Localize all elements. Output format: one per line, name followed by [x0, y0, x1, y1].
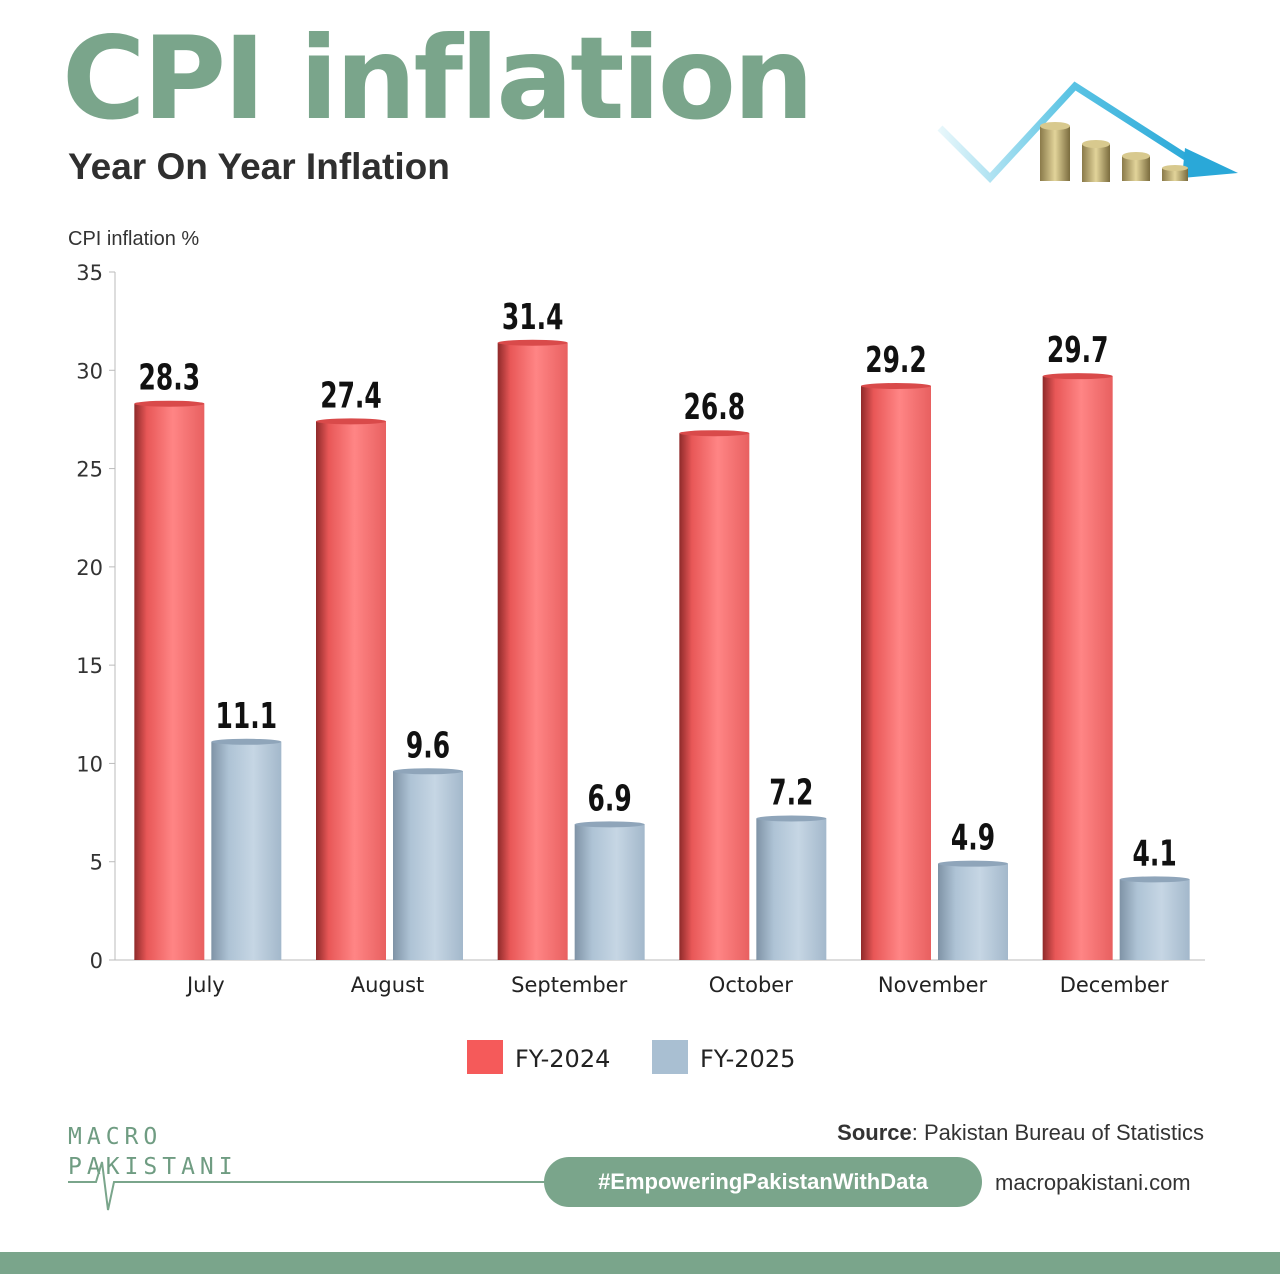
- macro-pakistani-logo: MACRO PAKISTANI: [68, 1122, 238, 1182]
- bar-top-cap: [938, 860, 1008, 867]
- legend-swatch-fy2024: [467, 1040, 503, 1074]
- bar-top-cap: [316, 418, 386, 425]
- y-tick-label: 15: [76, 654, 103, 678]
- bar-fy2024: [861, 386, 931, 960]
- x-tick-label: September: [511, 973, 627, 997]
- y-tick-label: 35: [76, 261, 103, 285]
- logo-line-1: MACRO: [68, 1124, 163, 1150]
- source-note: Source: Pakistan Bureau of Statistics: [837, 1120, 1204, 1146]
- x-tick-label: October: [709, 973, 793, 997]
- data-label: 7.2: [769, 772, 813, 814]
- bar-fy2024: [497, 342, 568, 960]
- y-tick-label: 25: [76, 458, 103, 482]
- y-tick-label: 0: [90, 949, 103, 973]
- coins-downtrend-icon: [937, 81, 1238, 184]
- page-subtitle: Year On Year Inflation: [68, 146, 450, 187]
- source-label: Source: [837, 1120, 912, 1145]
- bar-fy2024: [134, 403, 205, 960]
- bar-fy2024: [679, 433, 750, 960]
- bar-fy2024: [316, 421, 386, 960]
- inflation-bar-chart: CPI inflation % 0 5 10 15 20 25 30 35 July August…: [68, 228, 1205, 1074]
- x-tick-label: July: [185, 973, 225, 997]
- source-text: : Pakistan Bureau of Statistics: [911, 1120, 1204, 1145]
- bar-top-cap: [1119, 876, 1190, 883]
- data-label: 11.1: [216, 695, 278, 737]
- legend-label-fy2025: FY-2025: [700, 1045, 795, 1073]
- page-title: CPI inflation: [62, 12, 814, 145]
- data-label: 28.3: [139, 357, 201, 399]
- data-label: 27.4: [320, 375, 382, 417]
- x-tick-label: November: [878, 973, 988, 997]
- bar-fy2025: [938, 863, 1008, 960]
- bar-fy2025: [393, 771, 463, 960]
- bar-top-cap: [861, 383, 931, 390]
- data-label: 29.2: [865, 340, 927, 382]
- legend-label-fy2024: FY-2024: [515, 1045, 610, 1073]
- hashtag-pill: #EmpoweringPakistanWithData: [544, 1157, 982, 1207]
- bar-top-cap: [211, 738, 282, 745]
- logo-pulse-icon: [68, 1161, 548, 1211]
- y-tick-label: 20: [76, 556, 103, 580]
- data-label: 29.7: [1047, 330, 1109, 372]
- website-link[interactable]: macropakistani.com: [995, 1170, 1191, 1195]
- bar-top-cap: [497, 339, 568, 346]
- data-label: 31.4: [502, 296, 564, 338]
- y-tick-label: 30: [76, 359, 103, 383]
- bar-top-cap: [679, 430, 750, 437]
- legend-swatch-fy2025: [652, 1040, 688, 1074]
- bar-top-cap: [1042, 373, 1113, 380]
- bar-top-cap: [756, 815, 827, 822]
- y-axis-label: CPI inflation %: [68, 228, 199, 250]
- bottom-bar: [0, 1252, 1280, 1274]
- data-label: 6.9: [588, 778, 632, 820]
- y-tick-label: 10: [76, 752, 103, 776]
- bar-top-cap: [393, 768, 463, 775]
- x-tick-label: December: [1060, 973, 1169, 997]
- bar-top-cap: [574, 821, 645, 828]
- logo-line-2: PAKISTANI: [68, 1154, 238, 1180]
- bar-fy2025: [211, 741, 282, 960]
- bar-fy2025: [756, 818, 827, 960]
- y-tick-label: 5: [90, 851, 103, 875]
- bar-top-cap: [134, 400, 205, 407]
- bar-fy2025: [574, 824, 645, 960]
- bar-fy2024: [1042, 376, 1113, 960]
- bar-fy2025: [1119, 879, 1190, 960]
- data-label: 9.6: [406, 725, 450, 767]
- data-label: 4.1: [1133, 833, 1177, 875]
- x-tick-label: August: [351, 973, 425, 997]
- data-label: 26.8: [684, 387, 746, 429]
- data-label: 4.9: [951, 817, 995, 859]
